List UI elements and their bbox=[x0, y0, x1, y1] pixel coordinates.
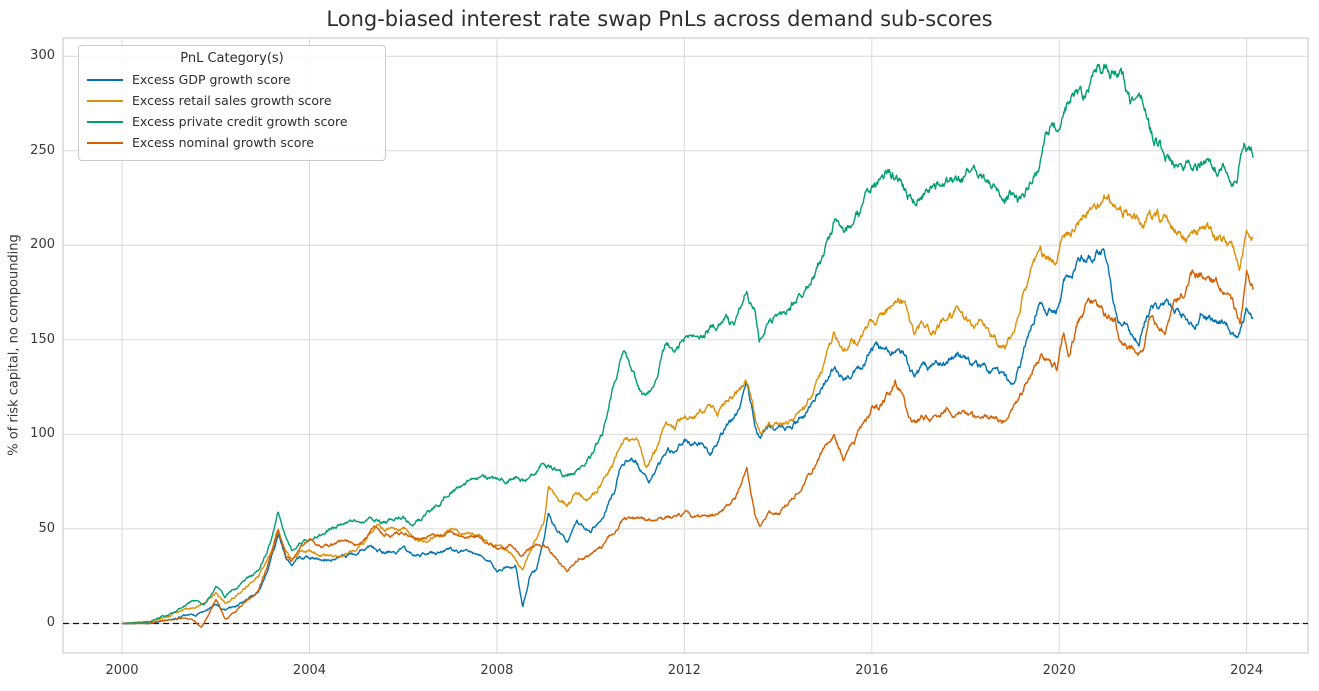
y-tick-label: 250 bbox=[30, 142, 55, 158]
legend-item-label: Excess private credit growth score bbox=[132, 114, 348, 129]
plot-border bbox=[62, 37, 1309, 654]
legend-swatch-line bbox=[87, 99, 123, 102]
legend-item: Excess nominal growth score bbox=[87, 132, 377, 153]
legend-item-label: Excess retail sales growth score bbox=[132, 93, 332, 108]
legend-swatch-line bbox=[87, 78, 123, 81]
x-tick-label: 2020 bbox=[1042, 663, 1076, 678]
y-tick-label: 200 bbox=[30, 237, 55, 253]
legend-swatch-line bbox=[87, 120, 123, 123]
chart-title: Long-biased interest rate swap PnLs acro… bbox=[326, 7, 993, 31]
x-tick-label: 2000 bbox=[105, 663, 139, 678]
legend-item: Excess GDP growth score bbox=[87, 69, 377, 90]
x-tick-label: 2016 bbox=[855, 663, 889, 678]
series-line-4 bbox=[122, 269, 1254, 628]
legend-item-label: Excess nominal growth score bbox=[132, 135, 314, 150]
y-tick-label: 0 bbox=[46, 615, 55, 631]
legend: PnL Category(s) Excess GDP growth score E… bbox=[78, 45, 386, 161]
legend-swatch-line bbox=[87, 141, 123, 144]
series-line-2 bbox=[121, 193, 1254, 625]
x-tick-label: 2008 bbox=[480, 663, 514, 678]
legend-item-label: Excess GDP growth score bbox=[132, 72, 291, 87]
y-tick-label: 50 bbox=[38, 520, 55, 536]
series-line-1 bbox=[121, 248, 1254, 625]
legend-item-list: Excess GDP growth score Excess retail sal… bbox=[87, 69, 377, 153]
legend-item: Excess private credit growth score bbox=[87, 111, 377, 132]
x-tick-label: 2004 bbox=[292, 663, 327, 678]
legend-title: PnL Category(s) bbox=[180, 51, 284, 66]
x-tick-label: 2012 bbox=[667, 663, 701, 678]
legend-item: Excess retail sales growth score bbox=[87, 90, 377, 111]
x-tick-label: 2024 bbox=[1230, 663, 1264, 678]
y-tick-label: 150 bbox=[30, 331, 55, 347]
y-tick-label: 300 bbox=[30, 48, 55, 64]
y-tick-label: 100 bbox=[30, 426, 55, 442]
